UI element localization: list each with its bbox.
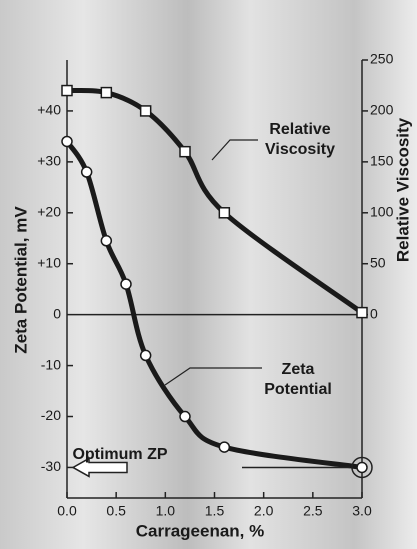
y2-tick-label: 100 bbox=[370, 203, 394, 219]
x-tick-label: 2.5 bbox=[303, 503, 323, 519]
optimum-ring bbox=[351, 456, 373, 479]
square-marker bbox=[356, 306, 368, 319]
y-tick-label: -10 bbox=[41, 356, 61, 372]
circle-marker bbox=[139, 349, 152, 362]
y-tick-label: -30 bbox=[41, 458, 61, 474]
x-tick-label: 2.0 bbox=[254, 503, 274, 519]
y-tick-label: -20 bbox=[41, 407, 61, 423]
y2-tick-label: 50 bbox=[370, 254, 386, 270]
circle-marker bbox=[61, 135, 73, 148]
y2-tick-label: 150 bbox=[370, 153, 394, 169]
annotation-leader bbox=[211, 139, 258, 161]
circle-marker bbox=[179, 410, 191, 423]
x-tick-label: 1.5 bbox=[205, 503, 225, 519]
circle-marker bbox=[120, 278, 132, 290]
optimum-arrow bbox=[71, 457, 128, 478]
circle-marker bbox=[356, 461, 368, 474]
y2-tick-label: 250 bbox=[370, 51, 394, 67]
annotation: Viscosity bbox=[265, 141, 335, 158]
y-tick-label: +10 bbox=[37, 254, 61, 270]
annotation-leader bbox=[164, 367, 262, 386]
annotation: Zeta bbox=[282, 361, 315, 378]
annotation: Optimum ZP bbox=[72, 446, 167, 463]
y-tick-label: +30 bbox=[37, 153, 61, 169]
y-tick-label: +20 bbox=[37, 203, 61, 219]
annotation: Potential bbox=[264, 381, 332, 398]
circle-marker bbox=[218, 441, 231, 453]
square-marker bbox=[179, 145, 191, 158]
x-tick-label: 1.0 bbox=[156, 503, 176, 519]
y2-axis-label: Relative Viscosity bbox=[393, 117, 412, 262]
circle-marker bbox=[100, 235, 113, 247]
y-tick-label: 0 bbox=[53, 305, 61, 321]
x-axis-label: Carrageenan, % bbox=[136, 521, 265, 540]
square-marker bbox=[61, 84, 73, 97]
x-tick-label: 0.5 bbox=[106, 503, 126, 519]
y2-tick-label: 0 bbox=[370, 305, 378, 321]
x-tick-label: 0.0 bbox=[57, 503, 77, 519]
circle-marker bbox=[80, 166, 93, 178]
y2-tick-label: 200 bbox=[370, 102, 394, 118]
y-tick-label: +40 bbox=[37, 102, 61, 118]
annotation: Relative bbox=[269, 121, 330, 138]
square-marker bbox=[139, 105, 152, 117]
square-marker bbox=[100, 86, 113, 99]
square-marker bbox=[218, 207, 231, 219]
x-tick-label: 3.0 bbox=[352, 503, 372, 519]
y-axis-label: Zeta Potential, mV bbox=[11, 206, 30, 354]
